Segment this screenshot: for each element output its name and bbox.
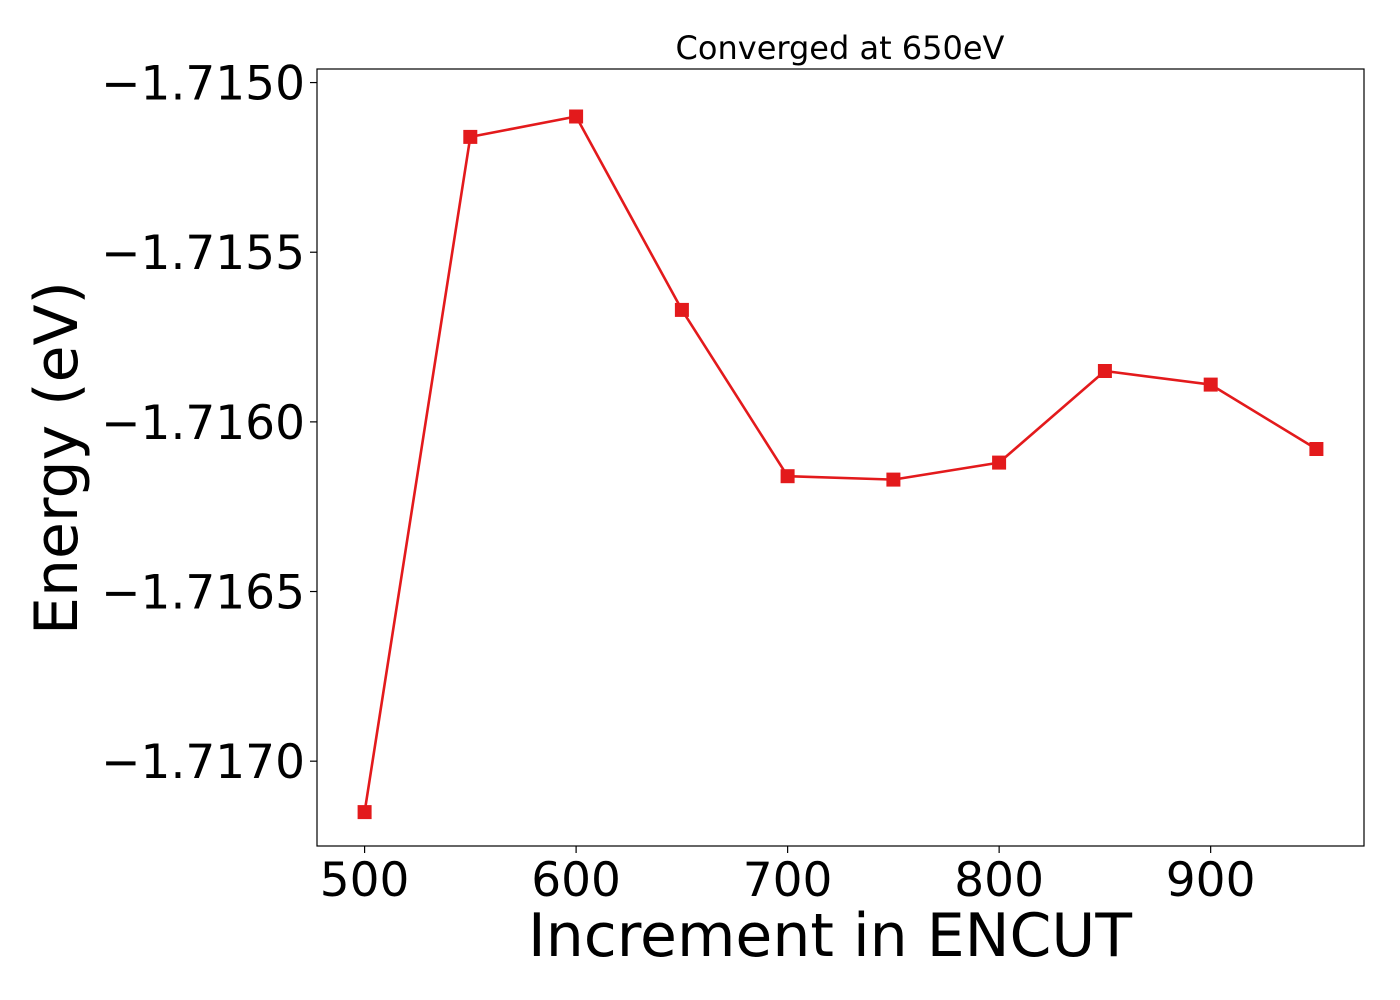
chart-title: Converged at 650eV: [676, 29, 1005, 67]
y-tick-label: −1.7165: [101, 566, 305, 621]
data-point: [780, 469, 795, 484]
data-point: [1097, 364, 1112, 378]
series-layer: [357, 109, 1324, 820]
plot-frame: [316, 68, 1365, 847]
y-tick-label: −1.7170: [101, 735, 305, 790]
x-tick-label: 900: [1166, 853, 1256, 908]
series-line: [363, 115, 1318, 813]
data-point: [463, 129, 478, 144]
data-point: [674, 302, 689, 317]
y-axis-label: Energy (eV): [22, 281, 92, 635]
data-point: [1203, 377, 1218, 392]
x-tick-label: 600: [531, 853, 621, 908]
data-point: [1309, 442, 1324, 456]
x-tick-label: 800: [954, 853, 1044, 908]
y-tick-label: −1.7150: [101, 57, 305, 112]
data-point: [357, 805, 372, 820]
data-point: [992, 455, 1007, 470]
y-tick-label: −1.7155: [101, 226, 305, 281]
y-tick-label: −1.7160: [101, 396, 305, 451]
x-tick-label: 500: [320, 853, 410, 908]
x-tick-label: 700: [743, 853, 833, 908]
x-axis-label: Increment in ENCUT: [528, 901, 1132, 971]
y-axis-ticks: −1.7150 −1.7155 −1.7160 −1.7165 −1.7170: [101, 57, 317, 790]
data-point: [569, 109, 584, 124]
x-axis-ticks: 500 600 700 800 900: [320, 846, 1256, 908]
data-point: [886, 472, 901, 487]
